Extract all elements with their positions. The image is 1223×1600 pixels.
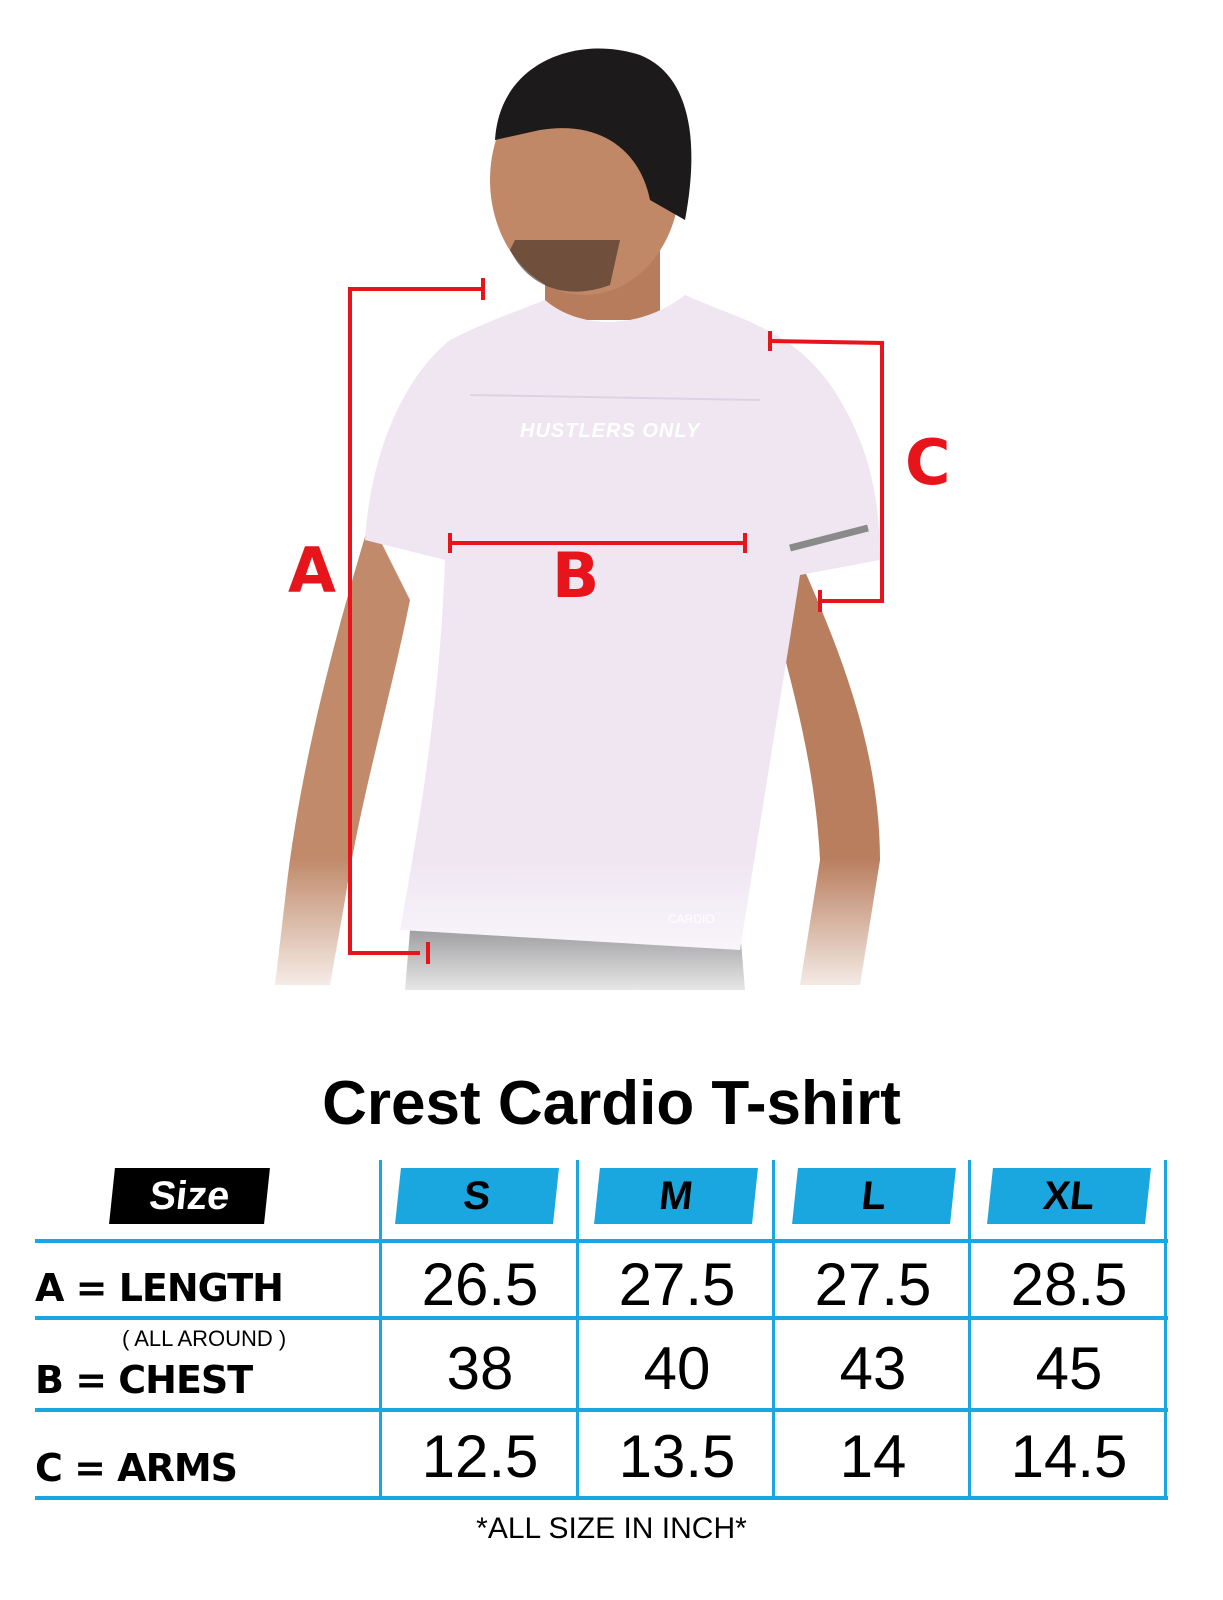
size-header: Size bbox=[109, 1168, 270, 1224]
cell-chest-xl: 45 bbox=[1035, 1335, 1103, 1402]
cell-length-m: 27.5 bbox=[618, 1251, 736, 1318]
size-l-header: L bbox=[792, 1168, 956, 1224]
shirt-print-text: HUSTLERS ONLY bbox=[520, 420, 701, 442]
cell-arms-m: 13.5 bbox=[618, 1423, 736, 1490]
measure-label-a: A bbox=[288, 534, 336, 607]
row-label-arms: C = ARMS bbox=[35, 1446, 238, 1490]
divider bbox=[1164, 1160, 1167, 1500]
model-illustration bbox=[0, 0, 1223, 1010]
divider bbox=[576, 1160, 579, 1500]
cell-length-s: 26.5 bbox=[421, 1251, 539, 1318]
divider bbox=[968, 1160, 971, 1500]
size-m-header: M bbox=[594, 1168, 758, 1224]
cell-length-l: 27.5 bbox=[814, 1251, 932, 1318]
product-photo: HUSTLERS ONLY CARDIO A B C bbox=[0, 0, 1223, 1010]
measure-label-c: C bbox=[905, 426, 951, 499]
row-label-chest: B = CHEST bbox=[35, 1358, 253, 1402]
measurement-lines bbox=[348, 278, 884, 964]
cell-chest-l: 43 bbox=[839, 1335, 907, 1402]
cell-chest-m: 40 bbox=[643, 1335, 711, 1402]
cell-arms-xl: 14.5 bbox=[1010, 1423, 1128, 1490]
size-xl-header: XL bbox=[987, 1168, 1151, 1224]
cell-arms-s: 12.5 bbox=[421, 1423, 539, 1490]
divider bbox=[35, 1408, 1168, 1412]
divider bbox=[379, 1160, 382, 1500]
cell-length-xl: 28.5 bbox=[1010, 1251, 1128, 1318]
cell-arms-l: 14 bbox=[839, 1423, 907, 1490]
row-label-length: A = LENGTH bbox=[35, 1266, 284, 1310]
cell-chest-s: 38 bbox=[446, 1335, 514, 1402]
page-title: Crest Cardio T-shirt bbox=[322, 1069, 901, 1138]
divider bbox=[35, 1316, 1168, 1320]
divider bbox=[35, 1239, 1168, 1243]
shirt-logo-text: CARDIO bbox=[668, 912, 715, 926]
size-s-header: S bbox=[395, 1168, 559, 1224]
unit-footnote: *ALL SIZE IN INCH* bbox=[476, 1512, 747, 1545]
divider bbox=[772, 1160, 775, 1500]
row-note-chest: ( ALL AROUND ) bbox=[122, 1326, 287, 1351]
divider bbox=[35, 1496, 1168, 1500]
measure-label-b: B bbox=[552, 539, 600, 612]
